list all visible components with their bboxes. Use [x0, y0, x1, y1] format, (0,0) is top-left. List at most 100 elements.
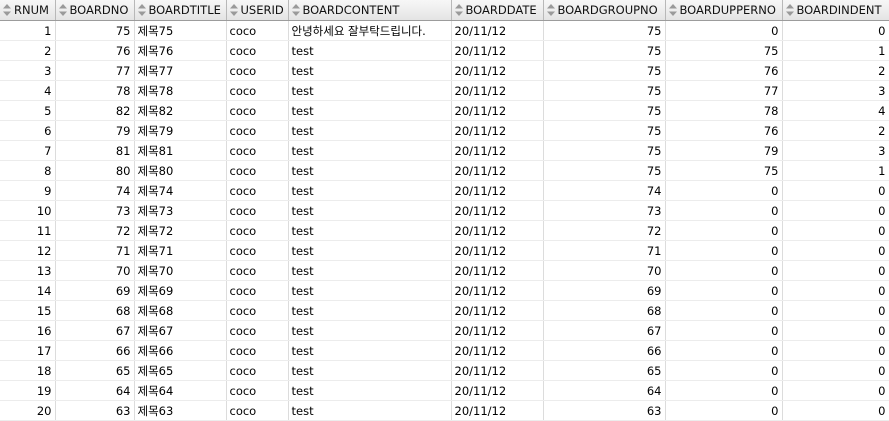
- cell-boarddate[interactable]: 20/11/12: [451, 20, 544, 41]
- cell-boardgroupno[interactable]: 72: [543, 220, 666, 241]
- cell-boardupperno[interactable]: 0: [665, 180, 783, 201]
- cell-boardtitle[interactable]: 제목67: [134, 320, 227, 341]
- table-row[interactable]: 2 76 제목76 coco test 20/11/12 75 75 1: [0, 40, 889, 61]
- cell-boardcontent[interactable]: test: [288, 300, 452, 321]
- cell-boarddate[interactable]: 20/11/12: [451, 140, 544, 161]
- sort-arrows-icon[interactable]: [454, 3, 464, 17]
- cell-rnum[interactable]: 20: [0, 400, 56, 421]
- column-header-boardtitle[interactable]: BOARDTITLE: [134, 0, 227, 21]
- cell-boardtitle[interactable]: 제목79: [134, 120, 227, 141]
- cell-boardupperno[interactable]: 0: [665, 300, 783, 321]
- cell-rnum[interactable]: 4: [0, 80, 56, 101]
- sort-arrows-icon[interactable]: [229, 3, 239, 17]
- cell-userid[interactable]: coco: [226, 200, 289, 221]
- cell-boardgroupno[interactable]: 63: [543, 400, 666, 421]
- cell-boardgroupno[interactable]: 75: [543, 40, 666, 61]
- cell-boardupperno[interactable]: 0: [665, 200, 783, 221]
- cell-boardindent[interactable]: 0: [782, 20, 889, 41]
- cell-boardindent[interactable]: 0: [782, 220, 889, 241]
- cell-boardno[interactable]: 66: [55, 340, 135, 361]
- cell-boardno[interactable]: 77: [55, 60, 135, 81]
- cell-boardcontent[interactable]: test: [288, 120, 452, 141]
- cell-rnum[interactable]: 12: [0, 240, 56, 261]
- cell-boarddate[interactable]: 20/11/12: [451, 220, 544, 241]
- cell-boardcontent[interactable]: test: [288, 100, 452, 121]
- cell-rnum[interactable]: 10: [0, 200, 56, 221]
- cell-userid[interactable]: coco: [226, 20, 289, 41]
- cell-boardtitle[interactable]: 제목69: [134, 280, 227, 301]
- cell-boardno[interactable]: 82: [55, 100, 135, 121]
- cell-boardcontent[interactable]: test: [288, 220, 452, 241]
- cell-boardupperno[interactable]: 79: [665, 140, 783, 161]
- table-row[interactable]: 15 68 제목68 coco test 20/11/12 68 0 0: [0, 300, 889, 321]
- cell-userid[interactable]: coco: [226, 100, 289, 121]
- cell-boardindent[interactable]: 0: [782, 180, 889, 201]
- cell-boardcontent[interactable]: test: [288, 60, 452, 81]
- cell-boarddate[interactable]: 20/11/12: [451, 240, 544, 261]
- cell-boardtitle[interactable]: 제목76: [134, 40, 227, 61]
- cell-boardupperno[interactable]: 0: [665, 20, 783, 41]
- cell-rnum[interactable]: 14: [0, 280, 56, 301]
- table-row[interactable]: 13 70 제목70 coco test 20/11/12 70 0 0: [0, 260, 889, 281]
- cell-boardupperno[interactable]: 0: [665, 320, 783, 341]
- table-row[interactable]: 4 78 제목78 coco test 20/11/12 75 77 3: [0, 80, 889, 101]
- cell-boardgroupno[interactable]: 74: [543, 180, 666, 201]
- cell-boardindent[interactable]: 2: [782, 60, 889, 81]
- cell-boarddate[interactable]: 20/11/12: [451, 200, 544, 221]
- cell-boardtitle[interactable]: 제목82: [134, 100, 227, 121]
- cell-boardgroupno[interactable]: 70: [543, 260, 666, 281]
- cell-boardno[interactable]: 65: [55, 360, 135, 381]
- cell-boardtitle[interactable]: 제목80: [134, 160, 227, 181]
- cell-boardcontent[interactable]: test: [288, 340, 452, 361]
- cell-boardupperno[interactable]: 0: [665, 240, 783, 261]
- cell-boardtitle[interactable]: 제목70: [134, 260, 227, 281]
- cell-boardupperno[interactable]: 75: [665, 40, 783, 61]
- cell-boardno[interactable]: 73: [55, 200, 135, 221]
- cell-boardgroupno[interactable]: 75: [543, 20, 666, 41]
- cell-boardgroupno[interactable]: 75: [543, 160, 666, 181]
- cell-rnum[interactable]: 5: [0, 100, 56, 121]
- cell-boardgroupno[interactable]: 71: [543, 240, 666, 261]
- cell-rnum[interactable]: 17: [0, 340, 56, 361]
- sort-arrows-icon[interactable]: [137, 3, 147, 17]
- cell-boarddate[interactable]: 20/11/12: [451, 60, 544, 81]
- cell-boardcontent[interactable]: 안녕하세요 잘부탁드립니다.: [288, 20, 452, 41]
- column-header-userid[interactable]: USERID: [226, 0, 289, 21]
- cell-boardno[interactable]: 72: [55, 220, 135, 241]
- cell-boardindent[interactable]: 0: [782, 320, 889, 341]
- table-row[interactable]: 17 66 제목66 coco test 20/11/12 66 0 0: [0, 340, 889, 361]
- cell-boardcontent[interactable]: test: [288, 280, 452, 301]
- cell-boardno[interactable]: 68: [55, 300, 135, 321]
- cell-boardtitle[interactable]: 제목72: [134, 220, 227, 241]
- column-header-boardcontent[interactable]: BOARDCONTENT: [288, 0, 452, 21]
- cell-boardno[interactable]: 74: [55, 180, 135, 201]
- cell-boardcontent[interactable]: test: [288, 140, 452, 161]
- cell-boardupperno[interactable]: 0: [665, 220, 783, 241]
- cell-boarddate[interactable]: 20/11/12: [451, 360, 544, 381]
- table-row[interactable]: 10 73 제목73 coco test 20/11/12 73 0 0: [0, 200, 889, 221]
- cell-userid[interactable]: coco: [226, 120, 289, 141]
- cell-userid[interactable]: coco: [226, 280, 289, 301]
- cell-boardcontent[interactable]: test: [288, 80, 452, 101]
- cell-boardgroupno[interactable]: 73: [543, 200, 666, 221]
- cell-boardtitle[interactable]: 제목68: [134, 300, 227, 321]
- column-header-boardgroupno[interactable]: BOARDGROUPNO: [543, 0, 666, 21]
- cell-boardno[interactable]: 79: [55, 120, 135, 141]
- cell-boardcontent[interactable]: test: [288, 160, 452, 181]
- cell-boardcontent[interactable]: test: [288, 400, 452, 421]
- cell-boardgroupno[interactable]: 75: [543, 80, 666, 101]
- cell-boardno[interactable]: 75: [55, 20, 135, 41]
- cell-boardgroupno[interactable]: 64: [543, 380, 666, 401]
- cell-boardupperno[interactable]: 0: [665, 380, 783, 401]
- cell-rnum[interactable]: 19: [0, 380, 56, 401]
- cell-boardindent[interactable]: 1: [782, 160, 889, 181]
- cell-boardno[interactable]: 63: [55, 400, 135, 421]
- cell-userid[interactable]: coco: [226, 400, 289, 421]
- table-row[interactable]: 20 63 제목63 coco test 20/11/12 63 0 0: [0, 400, 889, 421]
- cell-userid[interactable]: coco: [226, 380, 289, 401]
- cell-boardcontent[interactable]: test: [288, 200, 452, 221]
- cell-boarddate[interactable]: 20/11/12: [451, 340, 544, 361]
- cell-userid[interactable]: coco: [226, 40, 289, 61]
- cell-boardtitle[interactable]: 제목66: [134, 340, 227, 361]
- cell-boardno[interactable]: 78: [55, 80, 135, 101]
